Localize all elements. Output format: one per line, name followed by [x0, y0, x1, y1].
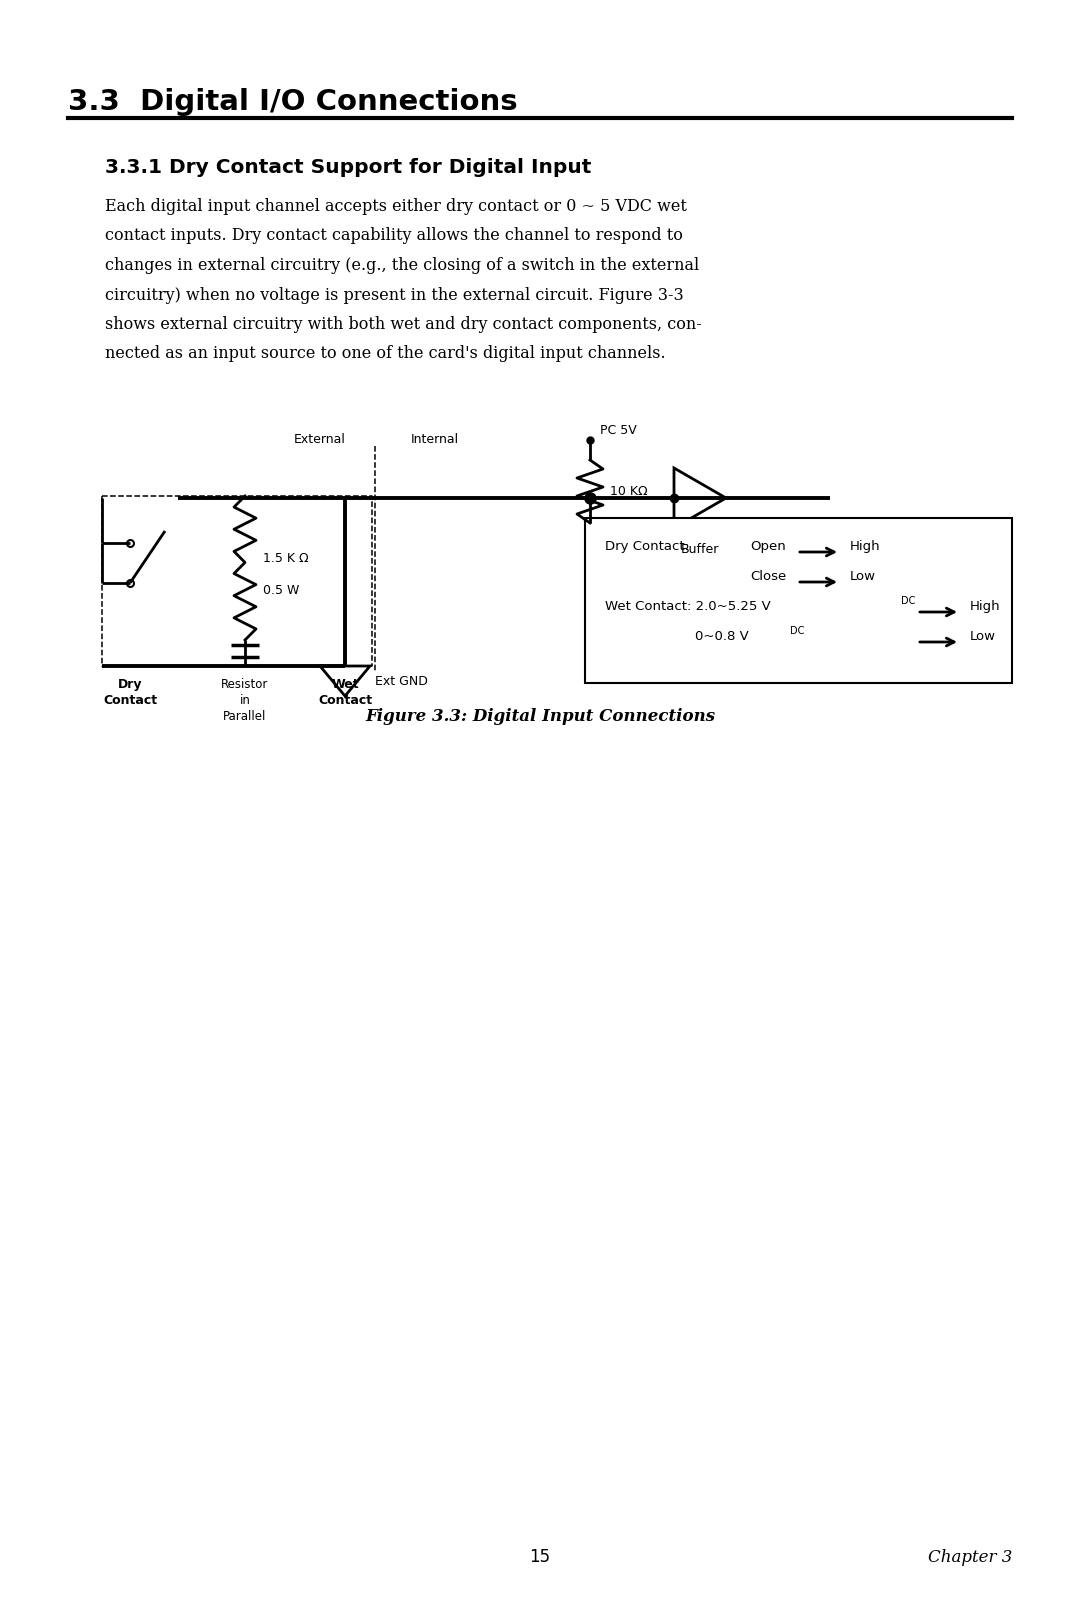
- Text: 0.5 W: 0.5 W: [264, 584, 299, 597]
- Text: Buffer: Buffer: [680, 544, 719, 557]
- Text: Figure 3.3: Digital Input Connections: Figure 3.3: Digital Input Connections: [365, 709, 715, 725]
- Text: circuitry) when no voltage is present in the external circuit. Figure 3-3: circuitry) when no voltage is present in…: [105, 286, 684, 304]
- Text: Ext GND: Ext GND: [375, 675, 428, 688]
- Text: Open: Open: [750, 540, 786, 553]
- Text: PC 5V: PC 5V: [600, 424, 637, 437]
- Text: Dry
Contact: Dry Contact: [103, 678, 157, 707]
- Text: Wet Contact: 2.0~5.25 V: Wet Contact: 2.0~5.25 V: [605, 600, 771, 613]
- Text: Low: Low: [970, 629, 996, 642]
- Text: 0~0.8 V: 0~0.8 V: [696, 629, 748, 642]
- Text: Low: Low: [850, 570, 876, 582]
- Text: External: External: [294, 434, 346, 447]
- Text: DC: DC: [789, 626, 805, 636]
- Text: shows external circuitry with both wet and dry contact components, con-: shows external circuitry with both wet a…: [105, 316, 702, 333]
- Text: contact inputs. Dry contact capability allows the channel to respond to: contact inputs. Dry contact capability a…: [105, 228, 683, 244]
- Text: High: High: [850, 540, 880, 553]
- Text: 10 KΩ: 10 KΩ: [610, 485, 648, 498]
- Text: 3.3  Digital I/O Connections: 3.3 Digital I/O Connections: [68, 87, 517, 116]
- Text: changes in external circuitry (e.g., the closing of a switch in the external: changes in external circuitry (e.g., the…: [105, 257, 699, 273]
- Text: DC: DC: [901, 595, 916, 607]
- Text: 3.3.1 Dry Contact Support for Digital Input: 3.3.1 Dry Contact Support for Digital In…: [105, 159, 592, 176]
- Text: 15: 15: [529, 1548, 551, 1566]
- Text: 1.5 K Ω: 1.5 K Ω: [264, 552, 309, 565]
- Text: Wet
Contact: Wet Contact: [318, 678, 373, 707]
- Text: nected as an input source to one of the card's digital input channels.: nected as an input source to one of the …: [105, 346, 665, 362]
- Text: Close: Close: [750, 570, 786, 582]
- Text: Dry Contact:: Dry Contact:: [605, 540, 689, 553]
- Text: Each digital input channel accepts either dry contact or 0 ~ 5 VDC wet: Each digital input channel accepts eithe…: [105, 197, 687, 215]
- Bar: [585, 518, 1012, 683]
- Text: Chapter 3: Chapter 3: [928, 1548, 1012, 1566]
- Text: Internal: Internal: [410, 434, 459, 447]
- Text: Resistor
in
Parallel: Resistor in Parallel: [221, 678, 269, 723]
- Text: High: High: [970, 600, 1001, 613]
